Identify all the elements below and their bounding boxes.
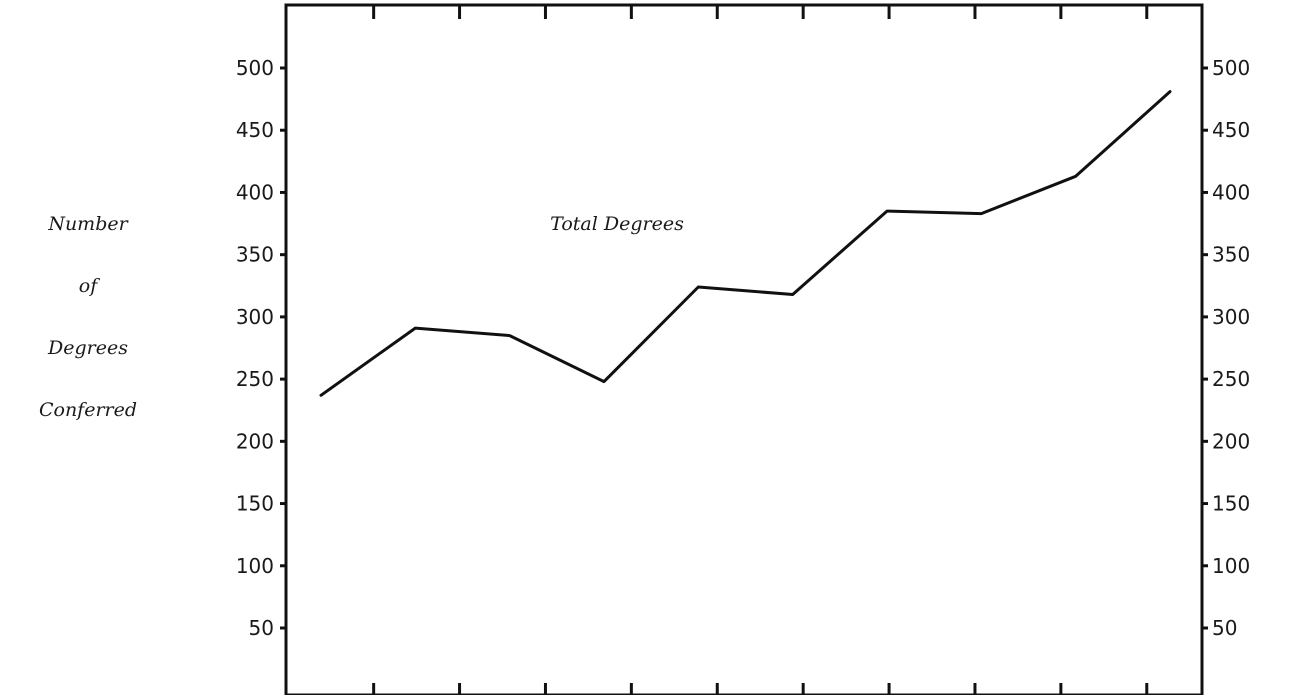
- left-y-tick-label: 150: [236, 492, 274, 516]
- top-axis: [372, 5, 1149, 19]
- left-y-tick-label: 200: [236, 429, 274, 453]
- left-y-tick-label: 300: [236, 305, 274, 329]
- right-y-tick-label: 300: [1212, 305, 1250, 329]
- right-y-tick-label: 100: [1212, 554, 1250, 578]
- left-y-tick-label: 250: [236, 367, 274, 391]
- left-y-tick-label: 450: [236, 118, 274, 142]
- series-points: [321, 92, 1170, 396]
- series-label-total-degrees: Total Degrees: [550, 213, 684, 235]
- right-axis: 50 100 150 200 250 300 350 400 450 500: [1202, 56, 1250, 640]
- y-axis-label-line-1: Number: [47, 213, 129, 235]
- left-axis: 50 100 150 200 250 300 350 400 450 500: [236, 56, 286, 640]
- right-y-tick-label: 500: [1212, 56, 1250, 80]
- plot-frame: [284, 3, 1204, 695]
- right-y-tick-label: 450: [1212, 118, 1250, 142]
- left-y-tick-label: 50: [249, 616, 274, 640]
- right-y-tick-label: 200: [1212, 429, 1250, 453]
- left-y-tick-label: 400: [236, 180, 274, 204]
- y-axis-label-line-3: Degrees: [47, 337, 128, 359]
- y-axis-label-line-4: Conferred: [39, 399, 137, 421]
- left-y-tick-label: 500: [236, 56, 274, 80]
- left-y-tick-label: 100: [236, 554, 274, 578]
- right-y-tick-label: 400: [1212, 180, 1250, 204]
- y-axis-label: Number of Degrees Conferred: [39, 213, 137, 421]
- right-y-tick-label: 150: [1212, 492, 1250, 516]
- total-degrees-line: [319, 90, 1172, 397]
- right-y-tick-label: 350: [1212, 243, 1250, 267]
- right-y-tick-label: 250: [1212, 367, 1250, 391]
- left-y-tick-label: 350: [236, 243, 274, 267]
- bottom-axis: [372, 683, 1149, 695]
- y-axis-label-line-2: of: [79, 275, 100, 297]
- right-y-tick-label: 50: [1212, 616, 1237, 640]
